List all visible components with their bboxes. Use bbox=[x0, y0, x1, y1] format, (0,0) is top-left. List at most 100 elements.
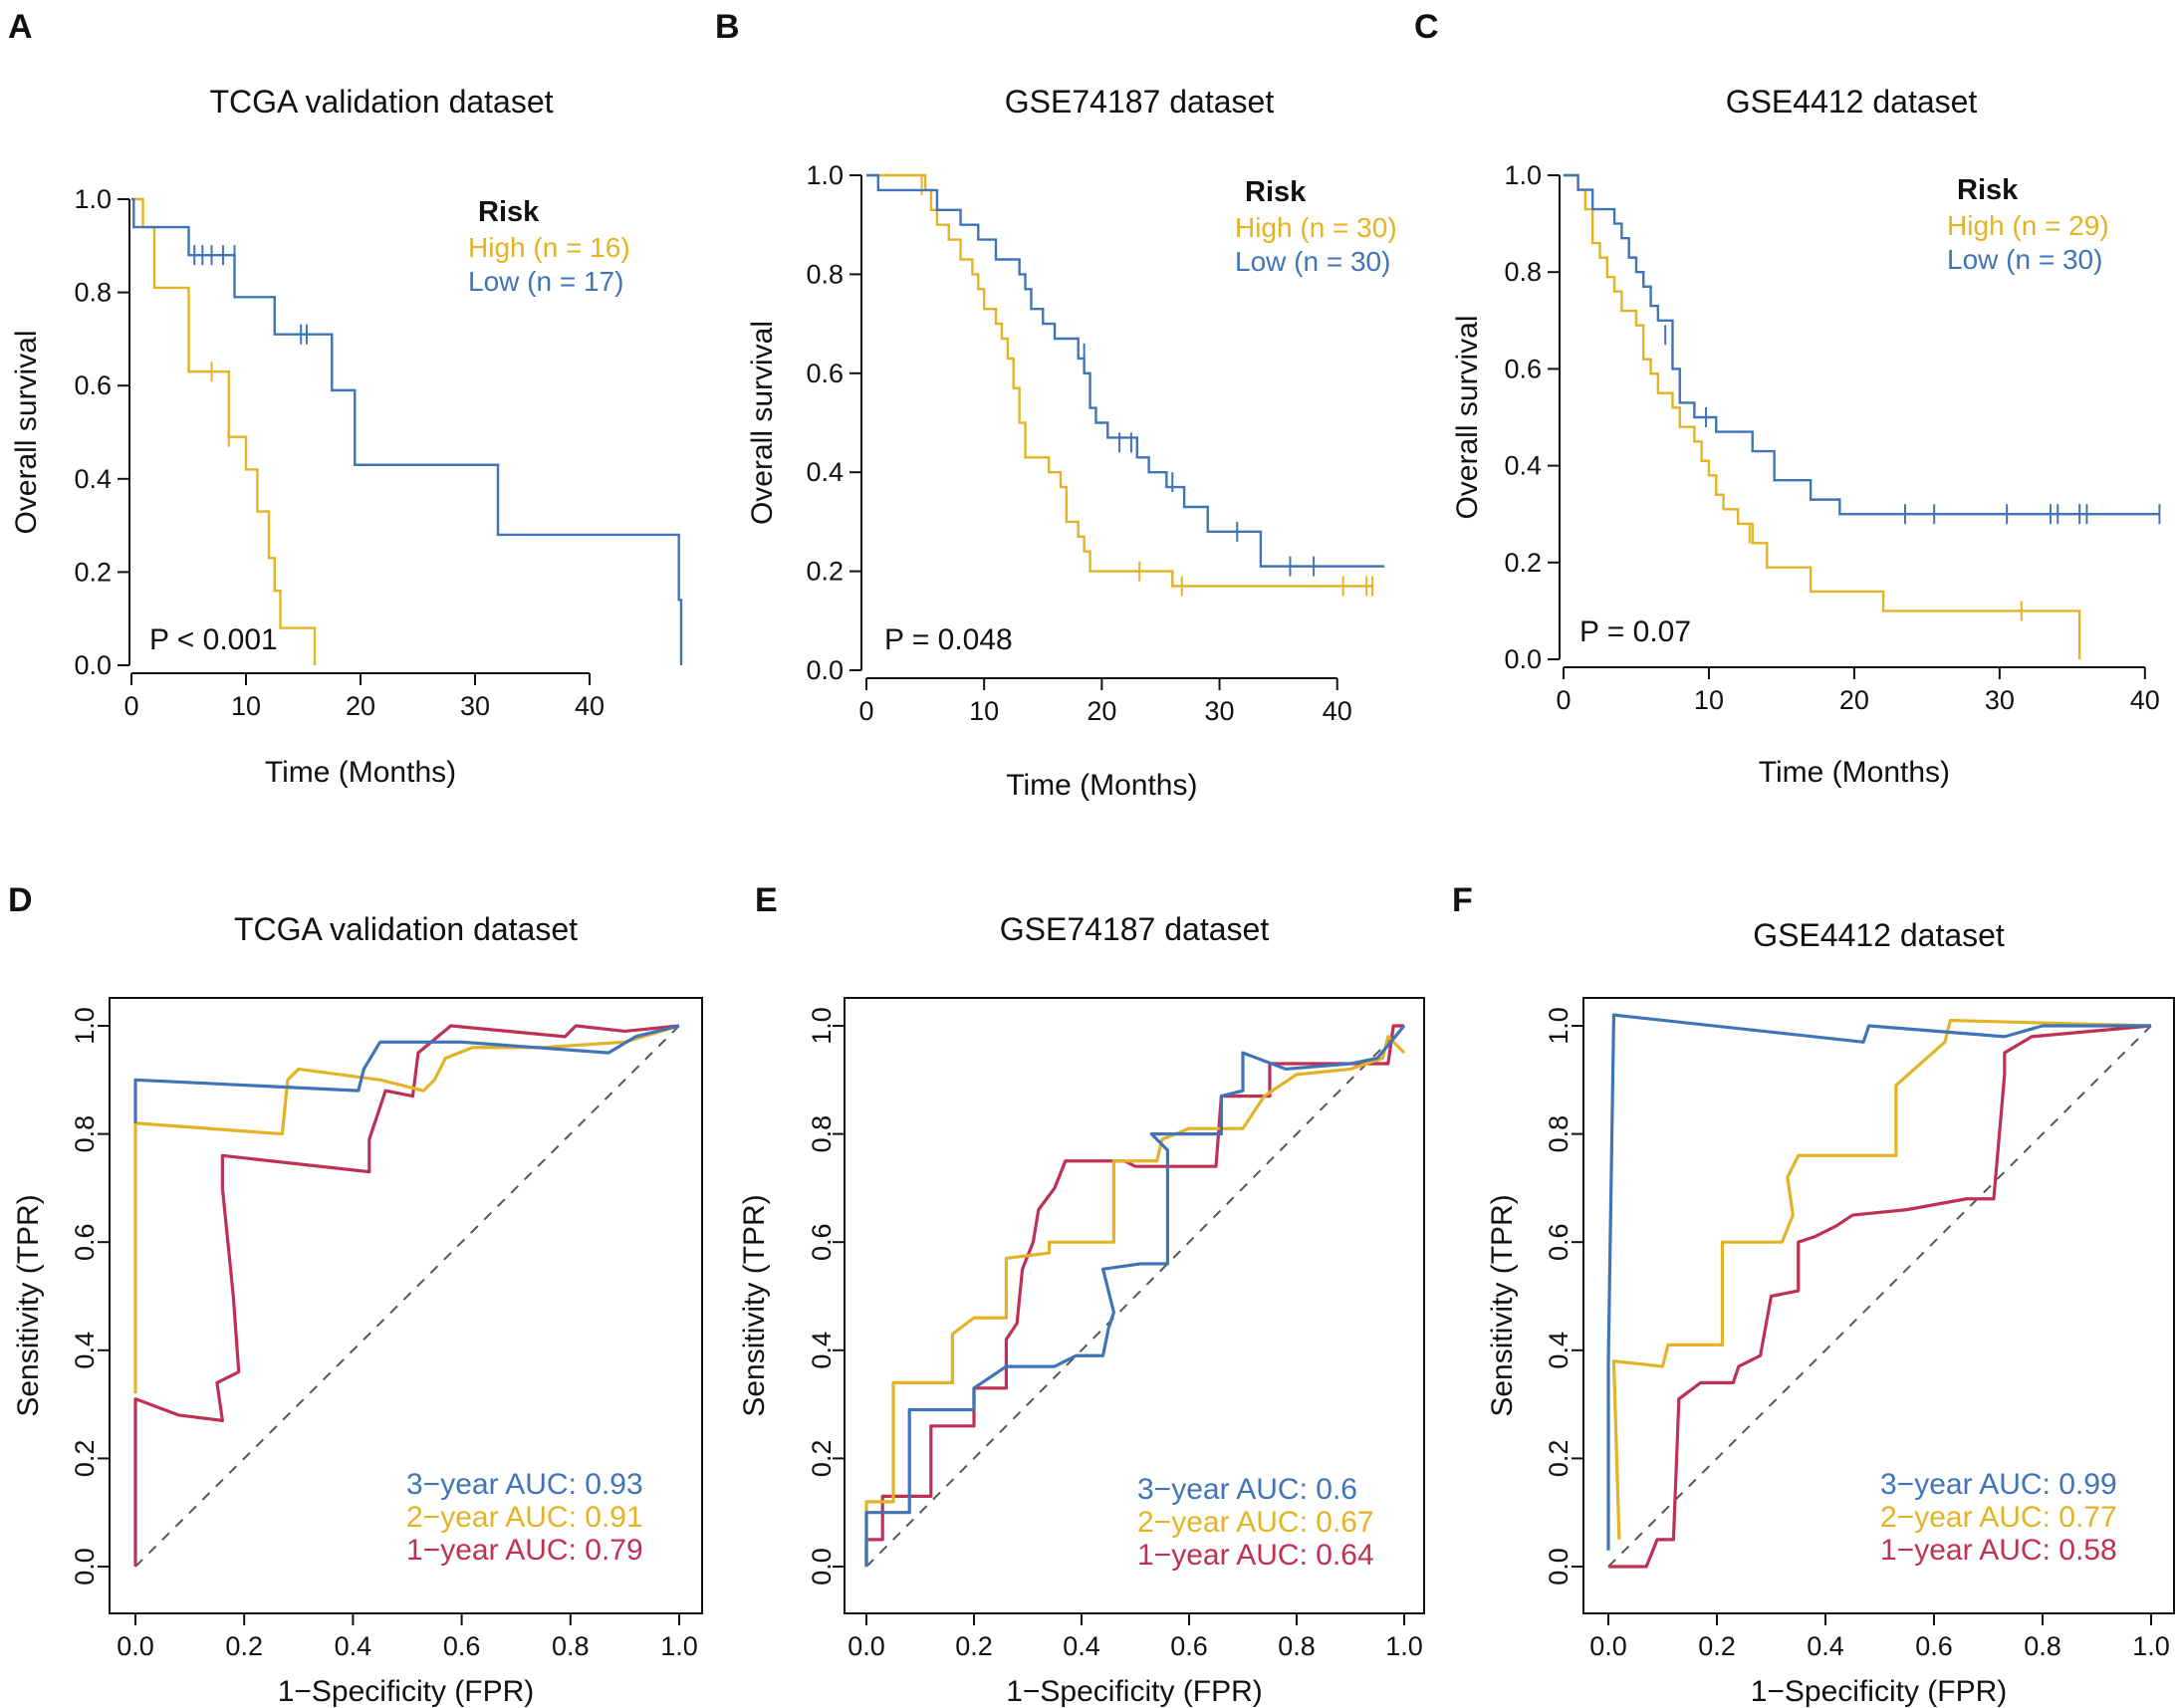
panel-letter: D bbox=[8, 881, 33, 919]
x-tick-label: 0.2 bbox=[225, 1631, 263, 1661]
auc-label: 1−year AUC: 0.79 bbox=[406, 1534, 643, 1567]
panel-letter: A bbox=[8, 8, 33, 46]
x-tick-label: 20 bbox=[346, 691, 375, 721]
y-tick-label: 0.8 bbox=[74, 278, 112, 308]
legend-entry: Low (n = 30) bbox=[1947, 244, 2102, 275]
roc-curve-2yr bbox=[864, 1035, 1406, 1567]
legend-entry: Low (n = 17) bbox=[468, 266, 623, 297]
y-tick-label: 0.0 bbox=[74, 650, 112, 680]
y-axis-title: Sensitivity (TPR) bbox=[1486, 1194, 1519, 1416]
x-tick-label: 20 bbox=[1087, 696, 1116, 726]
km-panel-c: C GSE4412 dataset 0.0 0.2 0.4 0.6 0.8 1.0 0 10 20 3… bbox=[1414, 8, 2161, 789]
auc-legend: 3−year AUC: 0.992−year AUC: 0.771−year A… bbox=[1880, 1468, 2117, 1567]
x-axis-title: 1−Specificity (FPR) bbox=[1006, 1675, 1263, 1708]
p-value: P = 0.07 bbox=[1579, 615, 1691, 648]
legend: Risk High (n = 29)Low (n = 30) bbox=[1947, 174, 2109, 275]
x-axis-title: 1−Specificity (FPR) bbox=[278, 1675, 535, 1708]
x-tick-label: 0.4 bbox=[1063, 1631, 1100, 1661]
y-axis-title: Overall survival bbox=[10, 330, 43, 534]
x-tick-label: 0 bbox=[1556, 685, 1571, 715]
y-tick-label: 0.0 bbox=[1504, 644, 1542, 674]
series-low bbox=[1564, 173, 2161, 525]
y-axis: 0.0 0.2 0.4 0.6 0.8 1.0 bbox=[74, 184, 130, 680]
auc-label: 3−year AUC: 0.99 bbox=[1880, 1468, 2117, 1501]
legend-title: Risk bbox=[1245, 176, 1307, 208]
survival-curve bbox=[866, 173, 1373, 588]
x-tick-label: 1.0 bbox=[660, 1631, 698, 1661]
roc-curve-3yr bbox=[133, 1024, 680, 1123]
plot-frame bbox=[844, 997, 1425, 1614]
y-tick-label: 0.8 bbox=[806, 259, 844, 289]
y-tick-label: 0.2 bbox=[1544, 1440, 1574, 1478]
y-tick-label: 0.4 bbox=[1544, 1332, 1574, 1369]
roc-curve-1yr bbox=[1608, 1024, 2152, 1569]
legend-title: Risk bbox=[1957, 174, 2019, 206]
x-axis: 0.0 0.2 0.4 0.6 0.8 1.0 bbox=[117, 1613, 698, 1661]
y-axis: 0.0 0.2 0.4 0.6 0.8 1.0 bbox=[807, 1007, 845, 1586]
p-value: P < 0.001 bbox=[149, 623, 278, 656]
reference-diagonal bbox=[865, 1025, 1405, 1568]
x-tick-label: 0.2 bbox=[1698, 1631, 1736, 1661]
y-tick-label: 0.4 bbox=[74, 464, 112, 494]
x-tick-label: 40 bbox=[2130, 685, 2160, 715]
y-tick-label: 1.0 bbox=[807, 1007, 837, 1045]
y-tick-label: 0.0 bbox=[1544, 1548, 1574, 1586]
panel-letter: F bbox=[1452, 881, 1473, 919]
chart-title: GSE74187 dataset bbox=[1000, 911, 1270, 947]
x-tick-label: 10 bbox=[231, 691, 261, 721]
roc-curve-3yr bbox=[1606, 1013, 2151, 1551]
x-tick-label: 0 bbox=[858, 696, 873, 726]
x-tick-label: 1.0 bbox=[1385, 1631, 1423, 1661]
roc-curve-2yr bbox=[1611, 1018, 2152, 1540]
auc-legend: 3−year AUC: 0.62−year AUC: 0.671−year AU… bbox=[1137, 1473, 1374, 1572]
y-axis-title: Overall survival bbox=[746, 321, 779, 525]
p-value: P = 0.048 bbox=[884, 623, 1013, 656]
auc-label: 2−year AUC: 0.67 bbox=[1137, 1506, 1374, 1539]
legend-entry: High (n = 30) bbox=[1235, 212, 1397, 243]
series-high bbox=[131, 197, 317, 665]
x-tick-label: 0.6 bbox=[1170, 1631, 1208, 1661]
chart-title: TCGA validation dataset bbox=[234, 911, 578, 947]
y-tick-label: 0.0 bbox=[807, 1548, 837, 1586]
x-axis-title: Time (Months) bbox=[1006, 769, 1197, 802]
y-tick-label: 0.8 bbox=[1544, 1115, 1574, 1153]
x-tick-label: 30 bbox=[460, 691, 490, 721]
roc-curve-2yr bbox=[133, 1024, 680, 1394]
x-axis-title: 1−Specificity (FPR) bbox=[1751, 1675, 2008, 1708]
y-tick-label: 0.6 bbox=[70, 1223, 100, 1261]
x-tick-label: 10 bbox=[1694, 685, 1724, 715]
x-tick-label: 0.6 bbox=[1915, 1631, 1953, 1661]
y-tick-label: 0.0 bbox=[806, 655, 844, 685]
x-axis: 0.0 0.2 0.4 0.6 0.8 1.0 bbox=[1589, 1613, 2170, 1661]
y-tick-label: 0.8 bbox=[70, 1115, 100, 1153]
auc-label: 1−year AUC: 0.64 bbox=[1137, 1539, 1374, 1572]
y-axis: 0.0 0.2 0.4 0.6 0.8 1.0 bbox=[70, 1007, 110, 1586]
x-tick-label: 0.0 bbox=[1589, 1631, 1627, 1661]
chart-title: GSE4412 dataset bbox=[1726, 84, 1978, 120]
y-tick-label: 0.2 bbox=[1504, 548, 1542, 578]
y-axis-title: Sensitivity (TPR) bbox=[12, 1194, 45, 1416]
y-axis: 0.0 0.2 0.4 0.6 0.8 1.0 bbox=[1544, 1007, 1583, 1586]
x-tick-label: 0.8 bbox=[552, 1631, 590, 1661]
x-axis: 0.0 0.2 0.4 0.6 0.8 1.0 bbox=[847, 1613, 1423, 1661]
x-tick-label: 40 bbox=[1323, 696, 1352, 726]
x-tick-label: 1.0 bbox=[2132, 1631, 2170, 1661]
survival-curve bbox=[131, 197, 317, 665]
x-tick-label: 10 bbox=[969, 696, 999, 726]
y-tick-label: 0.0 bbox=[70, 1548, 100, 1586]
survival-curve bbox=[1564, 173, 2160, 516]
y-tick-label: 0.4 bbox=[806, 457, 844, 487]
auc-label: 2−year AUC: 0.77 bbox=[1880, 1501, 2117, 1534]
x-axis-title: Time (Months) bbox=[265, 756, 456, 789]
y-tick-label: 1.0 bbox=[70, 1007, 100, 1045]
y-tick-label: 1.0 bbox=[1544, 1007, 1574, 1045]
y-tick-label: 0.2 bbox=[70, 1440, 100, 1478]
plot-frame bbox=[1582, 997, 2175, 1614]
y-tick-label: 0.4 bbox=[1504, 451, 1542, 481]
y-tick-label: 0.2 bbox=[807, 1440, 837, 1478]
survival-curve bbox=[131, 197, 683, 665]
y-axis-title: Sensitivity (TPR) bbox=[738, 1194, 771, 1416]
auc-label: 3−year AUC: 0.93 bbox=[406, 1468, 643, 1501]
legend: Risk High (n = 16)Low (n = 17) bbox=[468, 196, 630, 297]
x-tick-label: 0.4 bbox=[1807, 1631, 1844, 1661]
